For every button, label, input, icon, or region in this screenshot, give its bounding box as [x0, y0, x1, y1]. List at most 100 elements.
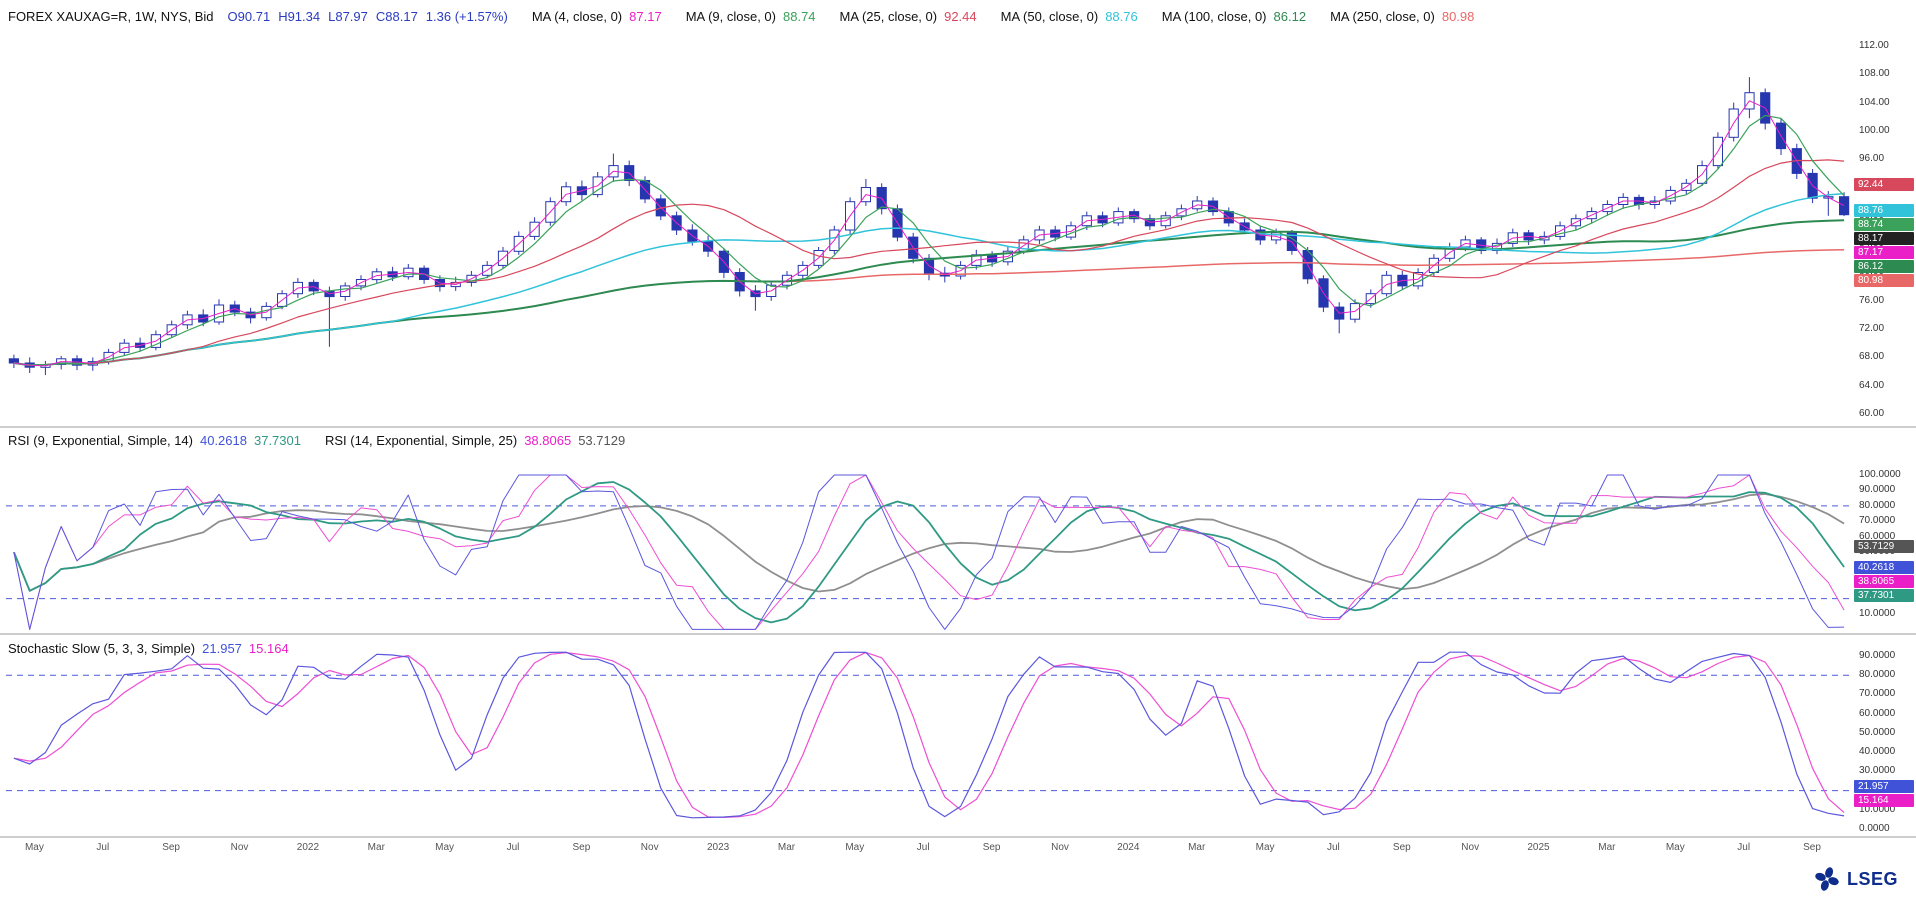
rsi-9-line — [13, 474, 1845, 630]
legend-segment: C88.17 — [375, 9, 418, 24]
time-axis-label: May — [1255, 842, 1275, 853]
legend-segment: 1.36 (+1.57%) — [425, 9, 508, 24]
legend-segment: RSI (9, Exponential, Simple, 14) — [8, 433, 193, 448]
axis-tick-label: 10.0000 — [1859, 608, 1896, 619]
time-axis-label: May — [845, 842, 865, 853]
time-axis[interactable]: May Jul Sep Nov 2022 Mar May Jul Sep Nov 2023 Mar Ma… — [0, 839, 1852, 859]
time-axis-label: Sep — [982, 842, 1001, 853]
time-axis-label: Nov — [1051, 842, 1069, 853]
rsi-14-line — [13, 474, 1845, 630]
time-axis-label: Jul — [506, 842, 520, 853]
axis-tick-label: 60.00 — [1859, 408, 1885, 419]
price-tag: 86.12 — [1854, 259, 1914, 273]
legend-segment: L87.97 — [328, 9, 368, 24]
axis-tick-label: 72.00 — [1859, 323, 1885, 335]
axis-tick-label: 30.0000 — [1859, 765, 1896, 777]
axis-tick-label: 80.0000 — [1859, 499, 1896, 511]
axis-tick-label: 104.00 — [1859, 96, 1890, 108]
lseg-logo-icon — [1815, 867, 1839, 891]
ma-9-line — [13, 114, 1845, 366]
axis-tick-label: 112.00 — [1859, 40, 1889, 51]
axis-tick-label: 70.0000 — [1859, 688, 1896, 700]
time-axis-label: Sep — [1392, 842, 1411, 853]
rsi-legend[interactable]: RSI (9, Exponential, Simple, 14) 40.2618 3… — [8, 433, 625, 448]
legend-segment: 88.76 — [1105, 9, 1138, 24]
legend-segment: MA (25, close, 0) — [839, 9, 938, 24]
axis-tick-label: 40.0000 — [1859, 746, 1896, 758]
time-axis-label: 2024 — [1117, 842, 1140, 853]
price-tag: 92.44 — [1854, 177, 1914, 191]
legend-segment: MA (100, close, 0) — [1161, 9, 1267, 24]
stoch-d-line — [13, 651, 1845, 818]
legend-segment: 80.98 — [1441, 9, 1475, 24]
time-axis-label: 2022 — [296, 842, 320, 853]
legend-segment: 38.8065 — [524, 433, 572, 448]
axis-tick-label: 70.0000 — [1859, 515, 1896, 527]
price-tag: 88.74 — [1854, 217, 1914, 231]
legend-segment: FOREX XAUXAG=R, 1W, NYS, Bid — [8, 9, 214, 24]
time-axis-label: Nov — [640, 842, 659, 853]
ma-100-line — [13, 219, 1845, 367]
main-chart-legend[interactable]: FOREX XAUXAG=R, 1W, NYS, Bid O90.71 H91.34… — [8, 9, 1474, 24]
indicator-value-tag: 21.957 — [1854, 780, 1914, 794]
stoch-legend[interactable]: Stochastic Slow (5, 3, 3, Simple) 21.957 1… — [8, 641, 289, 656]
axis-tick-label: 60.0000 — [1859, 530, 1896, 542]
time-axis-label: 2025 — [1527, 842, 1550, 853]
indicator-value-tag: 15.164 — [1854, 794, 1914, 808]
legend-segment: 87.17 — [629, 9, 662, 24]
time-axis-label: Jul — [1737, 842, 1751, 853]
axis-tick-label: 90.0000 — [1859, 650, 1896, 661]
time-axis-label: Mar — [367, 842, 385, 853]
legend-segment: 40.2618 — [199, 433, 247, 448]
axis-tick-label: 100.0000 — [1859, 469, 1901, 480]
rsi-14-ma-line — [13, 493, 1845, 593]
ma-25-line — [13, 159, 1845, 366]
legend-segment: 86.12 — [1273, 9, 1307, 24]
axis-tick-label: 64.00 — [1859, 379, 1885, 391]
axis-tick-label: 10.0000 — [1859, 803, 1896, 815]
time-axis-label: Mar — [1598, 842, 1616, 853]
time-axis-label: Jul — [1326, 842, 1340, 853]
indicator-value-tag: 53.7129 — [1854, 539, 1914, 553]
legend-segment: MA (50, close, 0) — [1000, 9, 1099, 24]
lseg-brand: LSEG — [1814, 866, 1898, 892]
time-axis-label: 2023 — [706, 842, 730, 853]
time-axis-label: Nov — [230, 842, 249, 853]
indicator-value-tag: 38.8065 — [1854, 574, 1914, 588]
time-axis-label: May — [1665, 842, 1685, 853]
rsi-9-ma-line — [13, 481, 1845, 624]
axis-tick-label: 90.0000 — [1859, 484, 1896, 496]
axis-tick-label: 50.0000 — [1859, 726, 1896, 738]
axis-tick-label: 100.00 — [1859, 124, 1890, 136]
legend-segment: 21.957 — [202, 641, 242, 656]
time-axis-label: Sep — [162, 842, 180, 853]
axis-tick-label: 108.00 — [1859, 68, 1890, 80]
time-axis-label: May — [435, 842, 455, 853]
legend-segment: MA (9, close, 0) — [685, 9, 776, 24]
price-tag: 88.17 — [1854, 231, 1914, 245]
legend-segment: 88.74 — [783, 9, 816, 24]
candlestick-series — [8, 77, 1850, 376]
axis-tick-label: 96.00 — [1859, 153, 1885, 165]
time-axis-label: Sep — [1803, 842, 1821, 853]
legend-segment: O90.71 — [227, 9, 271, 24]
stoch-k-line — [13, 651, 1845, 819]
legend-segment: 92.44 — [944, 9, 977, 24]
price-tag: 87.17 — [1854, 245, 1914, 259]
axis-tick-label: 76.00 — [1859, 294, 1885, 306]
indicator-value-tag: 37.7301 — [1854, 588, 1914, 602]
time-axis-label: May — [24, 842, 44, 853]
value-axis[interactable]: 112.00108.00104.00100.0096.0092.0088.008… — [1852, 36, 1916, 842]
legend-segment: 37.7301 — [253, 433, 301, 448]
footer: LSEG — [0, 862, 1916, 905]
axis-tick-label: 0.0000 — [1859, 823, 1890, 834]
time-axis-label: Jul — [916, 842, 930, 853]
time-axis-label: Jul — [96, 842, 110, 853]
legend-segment: MA (4, close, 0) — [531, 9, 623, 24]
legend-segment: RSI (14, Exponential, Simple, 25) — [324, 433, 518, 448]
time-axis-label: Sep — [572, 842, 591, 853]
axis-tick-label: 80.0000 — [1859, 669, 1896, 681]
time-axis-label: Nov — [1461, 842, 1480, 853]
